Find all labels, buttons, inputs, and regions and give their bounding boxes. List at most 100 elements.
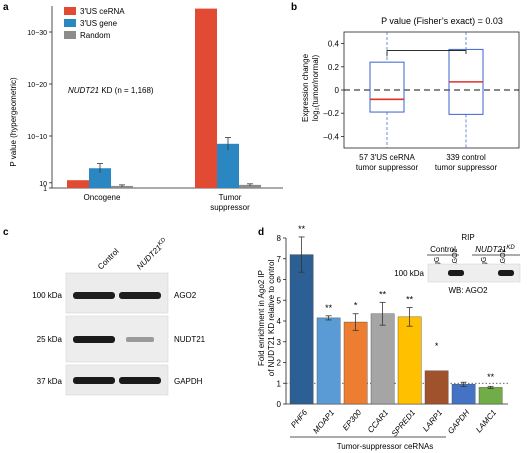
d-category-label: SPRED1: [390, 408, 417, 438]
d-rip-band-ago2-control: [448, 270, 464, 276]
a-legend-label: 3′US ceRNA: [80, 7, 125, 16]
b-y-tick-label: –0.2: [323, 109, 339, 118]
d-xlabel: Tumor-suppressor ceRNAs: [337, 442, 434, 451]
b-ylabel-line1: Expression change: [301, 53, 310, 122]
c-size-3: 37 kDa: [37, 377, 63, 386]
d-y-tick-label: 2: [277, 359, 282, 368]
d-ylabel-line2: of NUDT21 KD relative to control: [267, 260, 276, 377]
d-significance: *: [354, 301, 358, 311]
c-lane-kd-sup: KD: [157, 237, 168, 248]
a-bar-2-1: [239, 184, 261, 188]
panel-label-d: d: [258, 227, 264, 238]
c-lane-kd: NUDT21KD: [135, 237, 170, 272]
c-band-gapdh-kd: [119, 377, 161, 384]
c-band-gapdh-control: [73, 377, 115, 384]
d-rip-lane-4: AGO2: [500, 248, 507, 268]
d-significance: **: [379, 289, 387, 299]
b-y-tick-label: –0.4: [323, 132, 339, 141]
c-band-nudt21-control: [73, 336, 115, 343]
d-y-tick-label: 5: [277, 296, 282, 305]
panel-label-a: a: [3, 2, 9, 13]
d-y-tick-label: 1: [277, 379, 282, 388]
a-annotation: NUDT21 KD (n = 1,168): [68, 86, 154, 95]
d-bar-SPRED1: [397, 316, 422, 405]
a-bar-1-0: [89, 168, 111, 188]
d-y-tick-label: 6: [277, 276, 282, 285]
d-y-tick-label: 4: [277, 317, 282, 326]
panel-label-c: c: [3, 227, 9, 238]
d-category-label: LARP1: [421, 408, 444, 433]
d-bar-LAMC1: [478, 387, 503, 405]
d-rip-lane-2: AGO2: [452, 248, 459, 268]
a-y-tick-label: 10−30: [27, 30, 47, 37]
b-title: P value (Fisher’s exact) = 0.03: [381, 16, 503, 26]
c-protein-1: AGO2: [174, 291, 197, 300]
d-rip-group-kd: NUDT21KD: [475, 245, 515, 254]
d-ylabel-line1: Fold enrichment in Ago2 IP: [257, 270, 266, 366]
panel-b-chart: P value (Fisher’s exact) = 0.03 Expressi…: [301, 16, 520, 172]
c-size-1: 100 kDa: [32, 291, 62, 300]
a-annotation-gene: NUDT21: [68, 86, 99, 95]
c-lane-control: Control: [96, 247, 121, 272]
b-significance-bracket: [386, 50, 467, 57]
a-legend-label: Random: [80, 31, 111, 40]
b-y-tick-label: 0: [335, 86, 340, 95]
b-ylabel-line2: log₂(tumor/normal): [311, 55, 320, 122]
a-category-label: Tumor: [219, 193, 242, 202]
c-band-nudt21-kd: [126, 337, 154, 342]
d-rip-membrane: [427, 263, 521, 283]
d-y-tick-label: 7: [277, 255, 282, 264]
d-rip-size: 100 kDa: [394, 269, 424, 278]
d-bar-CCAR1: [370, 313, 395, 405]
d-category-label: PHF6: [289, 408, 309, 430]
d-bar-EP300: [343, 321, 368, 405]
a-bar-0-0: [67, 180, 89, 188]
d-category-label: LAMC1: [474, 408, 498, 434]
d-rip-caption: WB: AGO2: [448, 286, 488, 295]
b-box-label: 57 3′US ceRNA: [359, 153, 415, 162]
c-band-ago2-kd: [119, 292, 161, 299]
d-significance: **: [487, 372, 495, 382]
d-rip-lane-1: IgG: [434, 257, 441, 268]
d-rip-title: RIP: [461, 233, 474, 242]
b-plot-area: 0.4 0.2 0 –0.2 –0.4 57 3′US ceRNA tumor suppre…: [323, 31, 520, 172]
d-y-tick-label: 8: [277, 234, 282, 243]
d-rip-group-control: Control: [430, 245, 456, 254]
d-bar-PHF6: [289, 254, 314, 405]
a-y-tick-label: 10−10: [27, 134, 47, 141]
d-y-tick-label: 0: [277, 400, 282, 409]
a-category-label: suppressor: [210, 203, 250, 212]
panel-label-b: b: [291, 2, 297, 13]
d-category-label: MOAP1: [311, 408, 336, 435]
a-bar-1-1: [217, 143, 239, 188]
d-category-label: EP300: [341, 408, 364, 433]
a-legend: 3′US ceRNA 3′US gene Random: [64, 7, 125, 40]
b-box: [369, 61, 405, 113]
b-box-label: tumor suppressor: [435, 163, 498, 172]
a-legend-swatch: [64, 19, 76, 27]
c-band-ago2-control: [73, 292, 115, 299]
d-significance: *: [435, 341, 439, 351]
d-bar-LARP1: [424, 370, 449, 405]
panel-c-blot: Control NUDT21KD 100 kDa 25 kDa 37 kDa A…: [32, 237, 206, 396]
d-rip-band-ago2-kd: [498, 270, 514, 276]
d-significance: **: [325, 303, 333, 313]
a-legend-label: 3′US gene: [80, 19, 118, 28]
b-y-tick-label: 0.2: [328, 63, 340, 72]
a-bars: [67, 8, 261, 188]
d-significance: **: [298, 224, 306, 234]
d-significance: **: [406, 295, 414, 305]
a-category-label: Oncogene: [84, 193, 121, 202]
d-category-label: CCAR1: [366, 408, 390, 435]
a-legend-swatch: [64, 7, 76, 15]
a-y-tick-label: 1: [43, 186, 47, 193]
d-bar-GAPDH: [451, 384, 476, 405]
c-protein-2: NUDT21: [174, 335, 206, 344]
c-protein-3: GAPDH: [174, 377, 203, 386]
d-rip-group-kd-gene: NUDT21: [475, 245, 506, 254]
d-bar-MOAP1: [316, 317, 341, 405]
panel-a-chart: P value (hypergeometric) 110 10−10 10−20 10…: [9, 6, 283, 212]
b-y-tick-label: 0.4: [328, 40, 340, 49]
